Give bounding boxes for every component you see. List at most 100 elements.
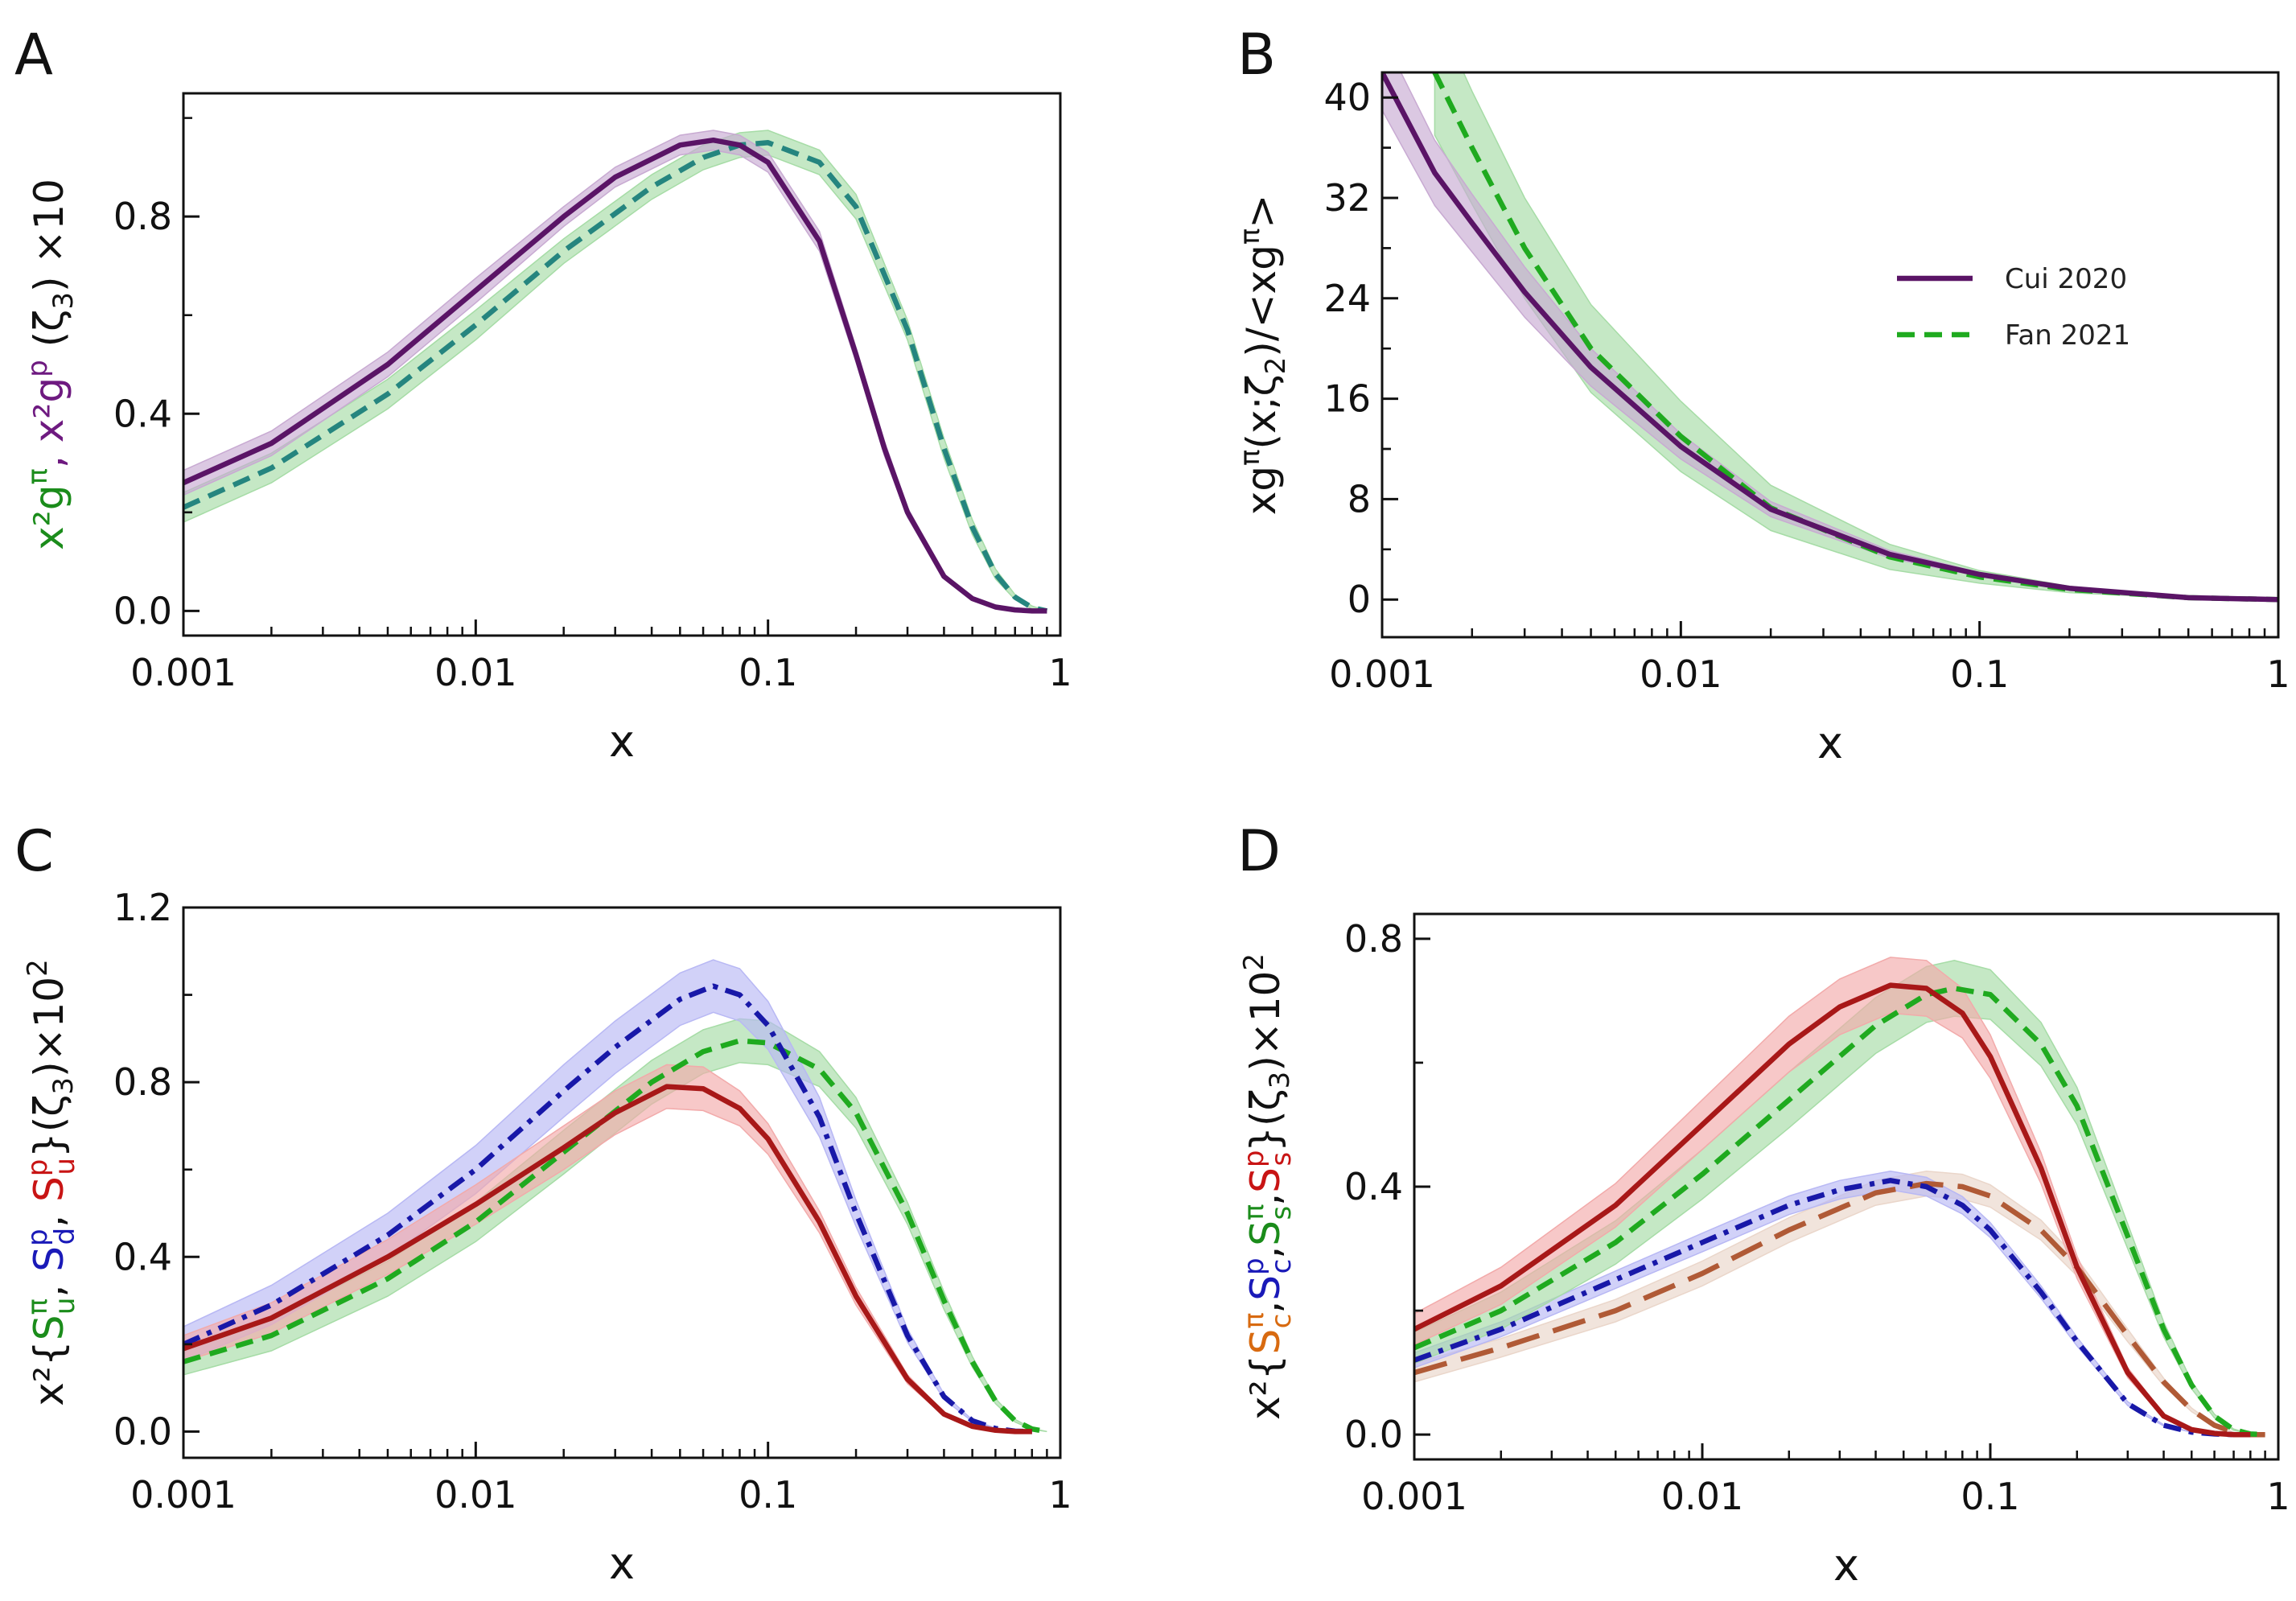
y-axis-label-a: x²gπ​, x²gp​ (ζ3​) ×10 — [22, 179, 80, 550]
plot-frame-b — [1380, 71, 2280, 639]
legend-b: Cui 2020 Fan 2021 — [1897, 263, 2130, 352]
y-axis-label-part-b-1: (x;ζ — [1238, 374, 1285, 449]
bands-b — [1382, 72, 2278, 600]
panel-letter-d: D — [1237, 818, 1281, 884]
y-axis-label-d: x²{Sπc​,Spc​,Sπs​,Sps​}(ζ3​)×102​ — [1238, 953, 1298, 1420]
y-tick-label-c-3: 1.2 — [113, 886, 172, 929]
y-axis-label-part-d-5: S — [1242, 1220, 1289, 1246]
x-axis-label-c: x — [609, 1538, 635, 1589]
panel-c: 0.001 0.01 0.1 1 0.0 0.4 0.8 1.2 x x²{Sπu​, Spd​,… — [22, 886, 1072, 1589]
panel-letter-a: A — [14, 22, 53, 88]
x-tick-label-d-3: 1 — [2266, 1475, 2290, 1518]
y-tick-label-a-2: 0.8 — [113, 195, 172, 238]
y-axis-label-sub-b-1: 2 — [1260, 357, 1292, 375]
y-axis-label-sup-c-5: p — [22, 1159, 54, 1177]
bands-a — [183, 130, 1047, 612]
y-axis-label-part-b-2: )/<xg — [1238, 245, 1285, 357]
y-tick-label-a-1: 0.4 — [113, 392, 172, 435]
band-c-0 — [183, 1018, 1047, 1433]
lines-d — [1414, 982, 2265, 1438]
x-axis-label-a: x — [609, 716, 635, 767]
y-axis-label-part-c-2: , — [26, 1272, 72, 1298]
band-b-0 — [1434, 72, 2278, 600]
y-axis-label-part-d-0: x²{ — [1242, 1355, 1289, 1420]
x-axis-label-d: x — [1833, 1540, 1859, 1591]
y-axis-label-sup-d-7: p — [1238, 1150, 1270, 1168]
y-axis-label-sub-a-2: 3 — [47, 292, 80, 310]
y-axis-label-sup-a-1: p — [22, 360, 54, 377]
y-axis-label-sup-c-1: π — [22, 1298, 54, 1315]
x-axis-label-b: x — [1817, 718, 1843, 768]
x-tick-label-d-2: 0.1 — [1961, 1475, 2019, 1518]
y-axis-label-sup-c-3: p — [22, 1229, 54, 1246]
plot-frame-c — [182, 906, 1062, 1459]
y-axis-label-part-b-0: xg — [1238, 466, 1285, 515]
x-tick-label-a-0: 0.001 — [130, 651, 237, 694]
y-axis-label-part-a-0: x²g — [26, 485, 72, 550]
y-axis-label-part-d-1: S — [1242, 1329, 1289, 1355]
y-axis-label-sub-d-5: s — [1265, 1206, 1298, 1220]
y-axis-label-sup-d-9: 2 — [1238, 953, 1270, 971]
y-tick-label-d-2: 0.8 — [1344, 917, 1403, 961]
y-axis-label-part-d-3: S — [1242, 1275, 1289, 1301]
y-axis-label-sup-b-2: π — [1234, 228, 1266, 245]
series-line-c-2 — [183, 1084, 1032, 1434]
y-axis-label-sub-c-6: 3 — [47, 1077, 80, 1095]
y-axis-label-sub-c-3: d — [49, 1228, 81, 1245]
y-axis-label-part-d-6: , — [1242, 1193, 1289, 1206]
y-axis-label-c: x²{Sπu​, Spd​, Spu​}(ζ3​)×102​ — [22, 959, 81, 1406]
legend-label-b-1: Fan 2021 — [2005, 319, 2130, 352]
y-axis-label-part-d-8: }(ζ — [1242, 1089, 1289, 1152]
y-tick-label-d-1: 0.4 — [1344, 1165, 1403, 1208]
series-line-d-3 — [1414, 982, 2251, 1438]
series-line-c-0 — [183, 1038, 1047, 1434]
y-tick-label-c-1: 0.4 — [113, 1235, 172, 1278]
y-axis-label-part-c-3: S — [26, 1246, 72, 1272]
y-tick-label-b-2: 16 — [1323, 377, 1371, 421]
y-axis-label-sub-d-7: s — [1265, 1152, 1298, 1167]
y-axis-label-sub-d-1: c — [1265, 1314, 1298, 1329]
y-axis-label-part-b-3: > — [1238, 195, 1285, 228]
y-tick-label-c-0: 0.0 — [113, 1410, 172, 1453]
x-tick-label-a-3: 1 — [1048, 651, 1072, 694]
x-tick-label-a-2: 0.1 — [739, 651, 797, 694]
bands-c — [183, 959, 1047, 1433]
plot-frame-a — [182, 92, 1062, 637]
x-tick-label-c-1: 0.01 — [434, 1473, 516, 1517]
series-line-d-1 — [1414, 1178, 2251, 1438]
panel-b: 0.001 0.01 0.1 1 0 8 16 24 32 40 x xgπ​(x;ζ2​)/<xgπ… — [1234, 71, 2290, 768]
series-line-c-1 — [183, 983, 1032, 1434]
y-axis-label-part-a-3: ) ×10 — [26, 179, 72, 292]
y-tick-label-b-5: 40 — [1323, 76, 1371, 119]
lines-a — [183, 137, 1048, 614]
lines-b — [1382, 72, 2278, 603]
y-axis-label-sup-d-1: π — [1238, 1312, 1270, 1328]
y-axis-label-sup-a-0: π — [22, 468, 54, 484]
x-tick-label-d-1: 0.01 — [1661, 1475, 1743, 1518]
y-axis-label-b: xgπ​(x;ζ2​)/<xgπ​> — [1234, 195, 1292, 516]
x-tick-label-b-2: 0.1 — [1950, 652, 2009, 696]
y-axis-label-part-c-0: x²{ — [26, 1340, 72, 1406]
y-axis-label-part-a-1: , x²g — [26, 377, 72, 468]
y-axis-label-sup-c-7: 2 — [22, 959, 54, 977]
y-tick-label-b-3: 24 — [1323, 277, 1371, 320]
panel-d: 0.001 0.01 0.1 1 0.0 0.4 0.8 x x²{Sπc​,Spc​,Sπs​… — [1238, 912, 2290, 1591]
y-axis-label-part-c-4: , — [26, 1202, 72, 1228]
y-axis-label-part-d-9: )×10 — [1242, 971, 1289, 1072]
y-axis-label-sub-c-1: u — [49, 1298, 81, 1315]
y-axis-label-sub-c-5: u — [49, 1158, 81, 1175]
y-axis-label-part-c-6: }(ζ — [26, 1095, 72, 1159]
series-line-d-2 — [1414, 986, 2265, 1438]
band-a-0 — [183, 130, 1047, 612]
legend-label-b-0: Cui 2020 — [2005, 263, 2127, 295]
series-line-b-1 — [1382, 72, 2278, 603]
panel-letter-c: C — [14, 818, 54, 884]
x-tick-label-c-0: 0.001 — [130, 1473, 237, 1517]
y-axis-label-part-c-7: )×10 — [26, 977, 72, 1077]
y-axis-label-part-d-2: , — [1242, 1301, 1289, 1314]
y-tick-label-b-4: 32 — [1323, 176, 1371, 220]
x-tick-label-a-1: 0.01 — [434, 651, 516, 694]
y-tick-label-d-0: 0.0 — [1344, 1413, 1403, 1456]
y-tick-label-b-1: 8 — [1348, 477, 1371, 521]
